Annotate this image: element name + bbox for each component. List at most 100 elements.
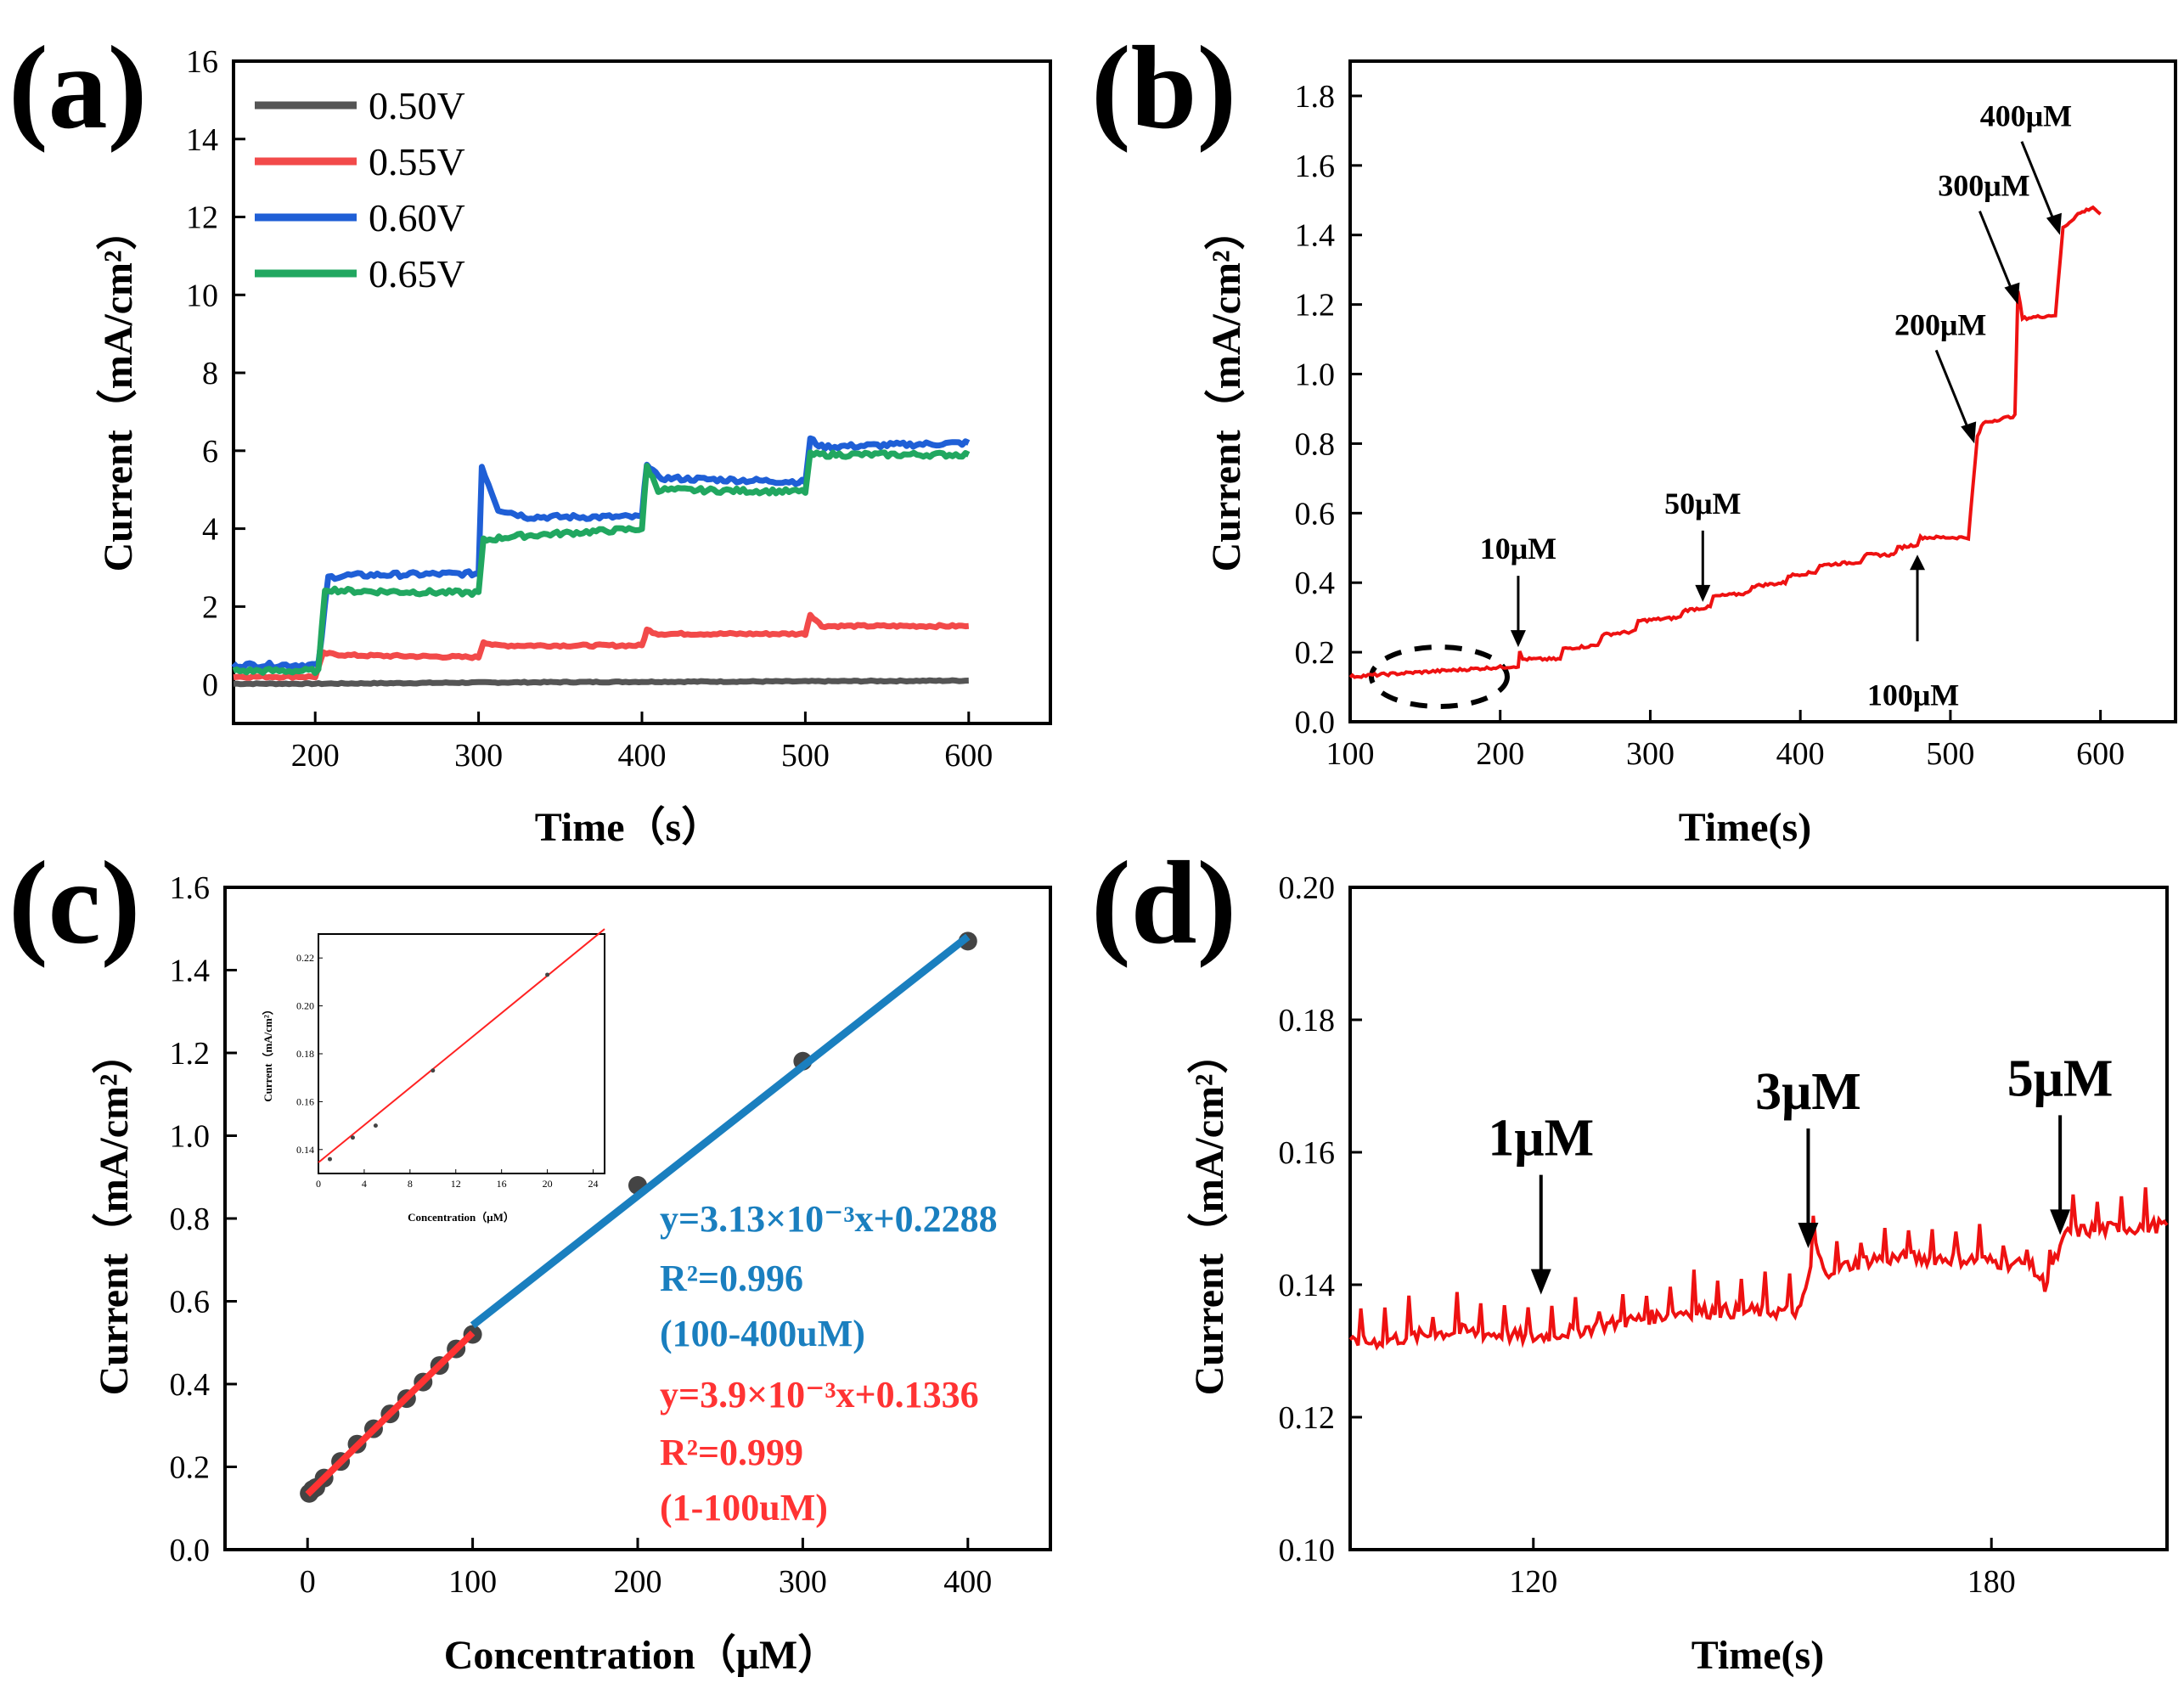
panel-a-ytick-label: 12 xyxy=(186,200,218,236)
panel-d: (d) 120 180 0.10 0.12 0.14 0.16 0.18 0.20 1μM 3μ… xyxy=(1091,837,2169,1678)
inset-xlabel: Concentration（μM） xyxy=(408,1211,515,1224)
panel-d-ytick-label: 0.14 xyxy=(1279,1268,1336,1303)
inset-content: 0 4 8 12 16 20 24 0.14 0.16 0.18 0.20 0.22 xyxy=(296,928,605,1190)
panel-a-xtick-label: 500 xyxy=(781,738,830,774)
panel-c-ylabel: Current（mA/cm²） xyxy=(92,1033,137,1396)
series-line-0.55V xyxy=(233,611,970,681)
panel-a-ytick-label: 6 xyxy=(202,434,218,470)
series-line-0.65V xyxy=(232,449,971,677)
legend-label-055: 0.55V xyxy=(369,140,465,183)
inset-frame xyxy=(318,933,605,1174)
panel-a-label: (a) xyxy=(8,22,147,154)
annotation-label: 50μM xyxy=(1664,487,1741,521)
panel-b-ytick-label: 1.8 xyxy=(1295,79,1336,115)
panel-a-xtick-label: 300 xyxy=(454,738,503,774)
annotation-label: 1μM xyxy=(1488,1110,1594,1168)
equation-blue-line3: (100-400uM) xyxy=(660,1313,865,1354)
inset-data-point xyxy=(327,1157,332,1162)
inset-ytick-label: 0.22 xyxy=(296,952,314,964)
inset-xtick-label: 16 xyxy=(497,1178,507,1190)
arrow-head xyxy=(1910,554,1926,571)
arrow-head xyxy=(1530,1269,1551,1295)
panel-b-ytick-label: 1.0 xyxy=(1295,357,1336,393)
series-line-0.50V xyxy=(233,677,969,688)
panel-d-ytick-label: 0.16 xyxy=(1279,1135,1336,1171)
panel-d-series xyxy=(1348,1187,2169,1351)
panel-c-ytick-label: 1.0 xyxy=(170,1119,211,1155)
panel-c-ytick-label: 0.4 xyxy=(170,1367,211,1403)
panel-d-annotations: 1μM 3μM 5μM xyxy=(1488,1050,2113,1295)
panel-d-ytick-label: 0.10 xyxy=(1279,1533,1336,1568)
panel-b-ytick-label: 0.6 xyxy=(1295,496,1336,532)
panel-c: (c) 0 100 200 300 4000.00.20.40.60.81.01.21.… xyxy=(8,837,1052,1678)
panel-c-plot xyxy=(300,931,977,1503)
panel-b-xtick-label: 100 xyxy=(1326,736,1375,772)
inset-xtick-label: 0 xyxy=(316,1178,321,1190)
panel-a-ytick-label: 4 xyxy=(202,512,218,548)
panel-c-ytick-label: 1.2 xyxy=(170,1036,211,1072)
panel-c-ytick-label: 1.4 xyxy=(170,954,211,989)
legend-label-050: 0.50V xyxy=(369,84,465,127)
panel-d-ytick-label: 0.20 xyxy=(1279,870,1336,906)
panel-c-xtick-label: 200 xyxy=(614,1564,662,1600)
annotation-label: 100μM xyxy=(1867,678,1959,712)
panel-a-series xyxy=(231,435,971,688)
annotation-label: 200μM xyxy=(1894,307,1986,341)
panel-b-xtick-label: 600 xyxy=(2076,736,2125,772)
annotation-label: 300μM xyxy=(1938,169,2029,203)
equation-red-line3: (1-100uM) xyxy=(660,1487,828,1528)
panel-c-ytick-label: 0.0 xyxy=(170,1533,211,1568)
panel-a-xtick-label: 200 xyxy=(291,738,340,774)
arrow-shaft xyxy=(1979,211,2014,294)
arrow-head xyxy=(1798,1223,1819,1248)
panel-b-ytick-label: 1.6 xyxy=(1295,149,1336,184)
panel-a-ylabel: Current（mA/cm²） xyxy=(96,210,141,572)
panel-c-ytick-label: 1.6 xyxy=(170,870,211,906)
panel-c-xtick-label: 300 xyxy=(779,1564,827,1600)
panel-b-xtick-label: 200 xyxy=(1476,736,1524,772)
fit-line xyxy=(305,1330,476,1497)
panel-c-xtick-label: 0 xyxy=(300,1564,316,1600)
panel-b-ylabel: Current（mA/cm²） xyxy=(1204,210,1249,572)
panel-a-ytick-label: 10 xyxy=(186,278,218,313)
inset-xtick-label: 24 xyxy=(588,1178,599,1190)
panel-c-label: (c) xyxy=(8,837,140,969)
equation-red-line1: y=3.9×10⁻³x+0.1336 xyxy=(660,1374,979,1415)
panel-b-xtick-label: 400 xyxy=(1776,736,1825,772)
inset-data-point xyxy=(350,1135,355,1140)
panel-d-ylabel: Current（mA/cm²） xyxy=(1187,1033,1232,1396)
legend-label-060: 0.60V xyxy=(369,196,465,239)
inset-data-point xyxy=(431,1068,436,1073)
panel-d-ytick-label: 0.18 xyxy=(1279,1003,1336,1038)
inset-xtick-label: 12 xyxy=(451,1178,461,1190)
panel-b-ytick-label: 0.4 xyxy=(1295,566,1336,601)
inset-chart: 0 4 8 12 16 20 24 0.14 0.16 0.18 0.20 0.22 Concentr… xyxy=(262,928,605,1224)
arrow-head xyxy=(2046,212,2062,235)
arrow-shaft xyxy=(1934,349,1971,432)
inset-data-point xyxy=(545,972,550,977)
arrow-head xyxy=(2004,282,2020,305)
annotation-label: 3μM xyxy=(1755,1063,1861,1121)
panel-a-xlabel: Time（s） xyxy=(535,805,722,850)
arrow-head xyxy=(1695,584,1711,602)
panel-b-xtick-label: 300 xyxy=(1626,736,1675,772)
panel-b-ytick-label: 0.8 xyxy=(1295,426,1336,462)
panel-a: (a) 200 300 400 500 600 0 2 4 6 8 10 12 14 16 Time（s）… xyxy=(8,22,1052,850)
arrow-head xyxy=(1961,421,1977,444)
panel-b-ytick-label: 0.0 xyxy=(1295,705,1336,740)
arrow-head xyxy=(2050,1209,2071,1235)
inset-xtick-label: 20 xyxy=(543,1178,553,1190)
panel-d-label: (d) xyxy=(1091,837,1236,969)
equation-blue: y=3.13×10⁻³x+0.2288 R²=0.996 (100-400uM) xyxy=(660,1198,998,1354)
equation-blue-line1: y=3.13×10⁻³x+0.2288 xyxy=(660,1198,998,1240)
panel-a-xtick-label: 400 xyxy=(618,738,667,774)
panel-d-frame xyxy=(1348,886,2169,1551)
annotation-label: 400μM xyxy=(1980,99,2072,133)
series-line-0.60V xyxy=(231,435,971,671)
inset-ylabel: Current（mA/cm²） xyxy=(262,1004,274,1102)
panel-b-response-line xyxy=(1348,205,2102,679)
panel-a-ytick-label: 8 xyxy=(202,356,218,391)
panel-c-xlabel: Concentration（μM） xyxy=(444,1633,839,1678)
panel-b-xtick-label: 500 xyxy=(1926,736,1974,772)
